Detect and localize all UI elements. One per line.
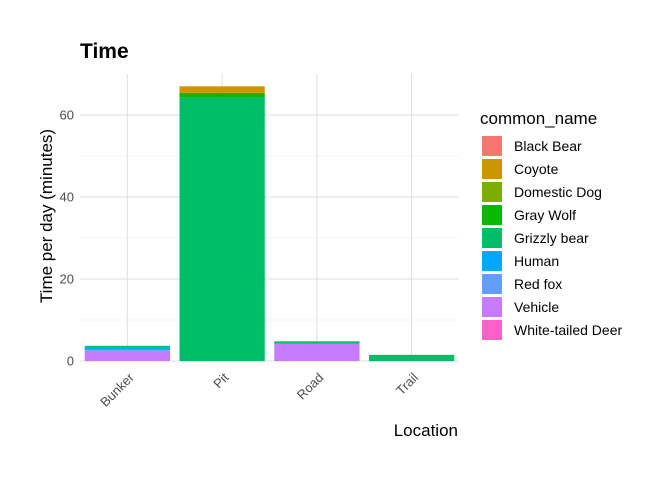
legend-label: Human: [514, 253, 559, 269]
legend-label: Coyote: [514, 161, 559, 177]
bar-segment-road-grizzly-bear: [274, 341, 360, 344]
legend: common_name Black Bear Coyote Domestic Dog…: [480, 109, 622, 340]
grid-lines: [80, 74, 459, 362]
y-tick-label: 20: [60, 272, 74, 287]
legend-label: Red fox: [514, 276, 562, 292]
x-axis-title: Location: [394, 421, 458, 440]
legend-key: [482, 251, 502, 271]
chart-title: Time: [80, 40, 129, 63]
x-tick-label: Road: [294, 370, 327, 403]
legend-key: [482, 159, 502, 179]
legend-label: Domestic Dog: [514, 184, 602, 200]
legend-key: [482, 182, 502, 202]
y-tick-label: 0: [67, 354, 74, 369]
legend-label: White-tailed Deer: [514, 322, 622, 338]
bar-segment-road-vehicle: [274, 343, 360, 361]
bars: [84, 86, 455, 362]
bar-segment-pit-grizzly-bear: [179, 97, 265, 362]
legend-key: [482, 320, 502, 340]
y-axis-title: Time per day (minutes): [37, 129, 56, 303]
legend-label: Gray Wolf: [514, 207, 576, 223]
y-tick-label: 40: [60, 190, 74, 205]
legend-label: Vehicle: [514, 299, 559, 315]
legend-key: [482, 274, 502, 294]
x-tick-label: Bunker: [97, 369, 137, 409]
legend-label: Grizzly bear: [514, 230, 589, 246]
legend-key: [482, 136, 502, 156]
bar-segment-pit-gray-wolf: [179, 92, 265, 98]
y-tick-label: 60: [60, 108, 74, 123]
bar-segment-bunker-red-fox: [84, 349, 171, 351]
legend-key: [482, 228, 502, 248]
bar-segment-bunker-vehicle: [84, 350, 171, 361]
bar-segment-pit-coyote: [179, 86, 265, 93]
legend-key: [482, 205, 502, 225]
legend-key: [482, 297, 502, 317]
legend-label: Black Bear: [514, 138, 582, 154]
x-tick-label: Pit: [210, 370, 232, 392]
bar-segment-bunker-grizzly-bear: [84, 345, 171, 348]
bar-segment-trail-grizzly-bear: [368, 354, 455, 361]
x-tick-label: Trail: [393, 370, 421, 398]
bar-segment-bunker-human: [84, 347, 171, 350]
legend-title: common_name: [480, 109, 597, 128]
